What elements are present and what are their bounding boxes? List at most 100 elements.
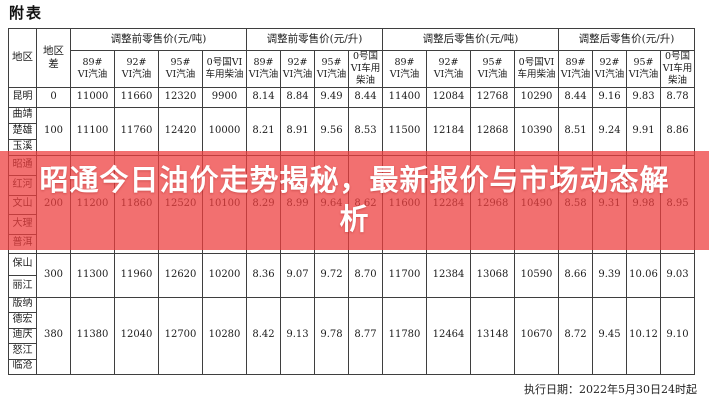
price-cell: 10000 — [202, 106, 247, 156]
region-cell: 曲靖 — [8, 106, 37, 124]
price-cell: 12768 — [470, 86, 515, 108]
price-cell: 8.86 — [660, 106, 695, 156]
price-cell: 12700 — [158, 296, 203, 375]
price-cell: 8.44 — [348, 86, 383, 108]
price-cell: 9.49 — [314, 86, 349, 108]
headline-banner-text: 昭通今日油价走势揭秘，最新报价与市场动态解析 — [39, 164, 670, 236]
region-cell: 怒江 — [8, 342, 37, 360]
price-cell: 11780 — [382, 296, 427, 375]
price-cell: 12084 — [426, 86, 471, 108]
price-cell: 9.39 — [592, 252, 627, 298]
header-col-3-3: 0号国VI车用柴油 — [660, 50, 695, 88]
header-col-0-0: 89# VI汽油 — [70, 50, 115, 88]
region-cell: 楚雄 — [8, 122, 37, 140]
price-cell: 8.66 — [558, 252, 593, 298]
price-cell: 10290 — [514, 86, 559, 108]
price-cell: 11660 — [114, 86, 159, 108]
price-cell: 12868 — [470, 106, 515, 156]
price-cell: 11000 — [70, 86, 115, 108]
price-cell: 10670 — [514, 296, 559, 375]
price-cell: 8.44 — [558, 86, 593, 108]
region-cell: 丽江 — [8, 274, 37, 298]
price-cell: 8.51 — [558, 106, 593, 156]
region-cell: 保山 — [8, 252, 37, 276]
price-cell: 9.45 — [592, 296, 627, 375]
header-col-2-2: 95# VI汽油 — [470, 50, 515, 88]
price-cell: 12184 — [426, 106, 471, 156]
table-row: 保山 300 11300 11960 12620 10200 8.36 9.07 9.72 8.7… — [8, 252, 695, 298]
header-col-2-0: 89# VI汽油 — [382, 50, 427, 88]
price-cell: 11300 — [70, 252, 115, 298]
price-cell: 8.42 — [246, 296, 281, 375]
header-region-diff: 地区差 — [36, 28, 71, 88]
header-group-2: 调整后零售价(元/吨) — [382, 28, 559, 51]
price-cell: 8.77 — [348, 296, 383, 375]
price-cell: 8.14 — [246, 86, 281, 108]
execution-date-note: 执行日期：2022年5月30日24时起 — [524, 383, 697, 396]
price-cell: 12620 — [158, 252, 203, 298]
table-row: 昆明 0 11000 11660 12320 9900 8.14 8.84 9.49 8.44 11… — [8, 86, 695, 108]
price-cell: 11400 — [382, 86, 427, 108]
region-diff-cell: 300 — [36, 252, 71, 298]
price-cell: 8.21 — [246, 106, 281, 156]
header-col-0-1: 92# VI汽油 — [114, 50, 159, 88]
header-col-1-2: 95# VI汽油 — [314, 50, 349, 88]
price-cell: 10.12 — [626, 296, 661, 375]
price-cell: 11100 — [70, 106, 115, 156]
table-row: 曲靖 100 11100 11760 12420 10000 8.21 8.91 9.56 8.5… — [8, 106, 695, 156]
table-row: 版纳 380 11380 12040 12700 10280 8.42 9.13 9.78 8.7… — [8, 296, 695, 375]
price-cell: 8.91 — [280, 106, 315, 156]
price-cell: 10390 — [514, 106, 559, 156]
price-cell: 8.72 — [558, 296, 593, 375]
price-cell: 12040 — [114, 296, 159, 375]
price-cell: 12464 — [426, 296, 471, 375]
table-row: 临沧 — [8, 358, 695, 375]
header-col-2-3: 0号国VI车用柴油 — [514, 50, 559, 88]
headline-banner-overlay: 昭通今日油价走势揭秘，最新报价与市场动态解析 — [0, 151, 709, 250]
header-region: 地区 — [8, 28, 37, 88]
header-col-0-2: 95# VI汽油 — [158, 50, 203, 88]
price-cell: 12420 — [158, 106, 203, 156]
price-cell: 8.84 — [280, 86, 315, 108]
header-group-0: 调整前零售价(元/吨) — [70, 28, 247, 51]
price-cell: 8.36 — [246, 252, 281, 298]
price-cell: 9.10 — [660, 296, 695, 375]
price-cell: 10590 — [514, 252, 559, 298]
price-cell: 9.24 — [592, 106, 627, 156]
price-cell: 11960 — [114, 252, 159, 298]
price-cell: 10.06 — [626, 252, 661, 298]
region-cell: 昆明 — [8, 86, 37, 108]
region-cell: 德宏 — [8, 311, 37, 329]
header-col-1-3: 0号国VI车用柴油 — [348, 50, 383, 88]
price-cell: 11500 — [382, 106, 427, 156]
price-cell: 11760 — [114, 106, 159, 156]
price-cell: 8.53 — [348, 106, 383, 156]
price-cell: 9.03 — [660, 252, 695, 298]
page-title: 附表 — [9, 4, 44, 22]
price-cell: 10280 — [202, 296, 247, 375]
price-cell: 9.16 — [592, 86, 627, 108]
price-cell: 9.56 — [314, 106, 349, 156]
price-cell: 9.83 — [626, 86, 661, 108]
region-diff-cell: 380 — [36, 296, 71, 375]
header-col-1-1: 92# VI汽油 — [280, 50, 315, 88]
price-cell: 8.70 — [348, 252, 383, 298]
price-cell: 9.72 — [314, 252, 349, 298]
price-cell: 9900 — [202, 86, 247, 108]
price-cell: 13148 — [470, 296, 515, 375]
price-cell: 8.78 — [660, 86, 695, 108]
header-group-1: 调整前零售价(元/升) — [246, 28, 383, 51]
price-cell: 9.07 — [280, 252, 315, 298]
region-cell: 迪庆 — [8, 327, 37, 344]
region-diff-cell: 100 — [36, 106, 71, 156]
table-head: 地区 地区差 调整前零售价(元/吨) 调整前零售价(元/升) 调整后零售价(元/吨) 调整… — [8, 28, 695, 88]
price-cell: 11380 — [70, 296, 115, 375]
price-cell: 9.78 — [314, 296, 349, 375]
price-cell: 12384 — [426, 252, 471, 298]
price-cell: 13068 — [470, 252, 515, 298]
price-cell: 11700 — [382, 252, 427, 298]
price-cell: 12320 — [158, 86, 203, 108]
header-col-3-1: 92# VI汽油 — [592, 50, 627, 88]
header-col-0-3: 0号国VI车用柴油 — [202, 50, 247, 88]
region-diff-cell: 0 — [36, 86, 71, 108]
